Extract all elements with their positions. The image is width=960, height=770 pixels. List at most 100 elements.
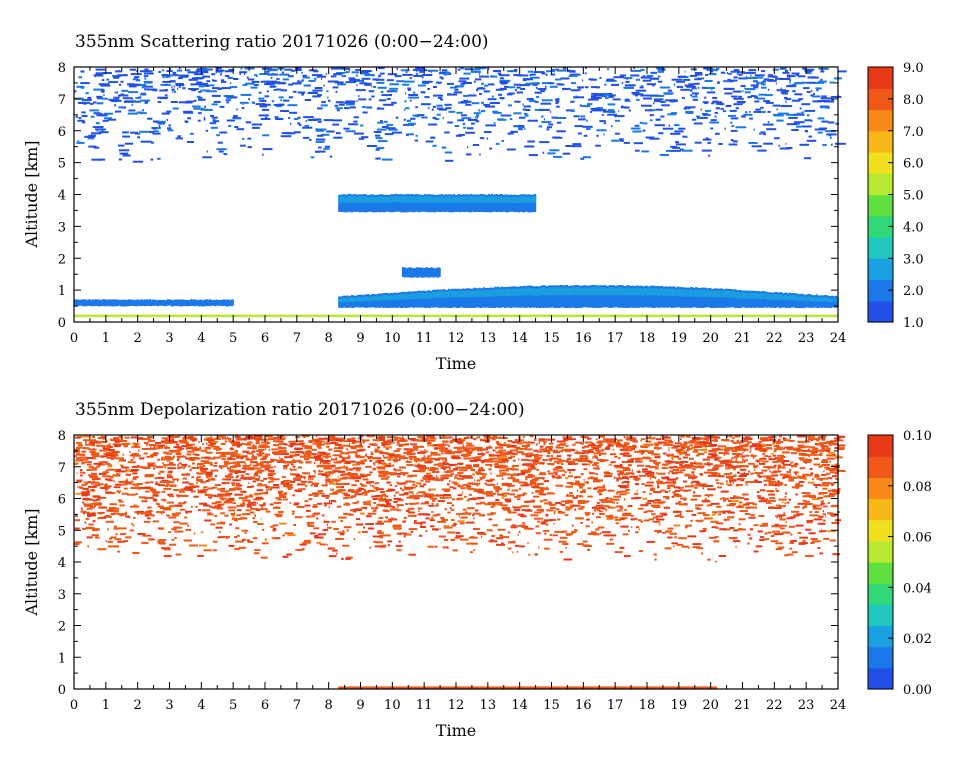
data-cell — [409, 294, 412, 300]
data-cell — [150, 446, 152, 448]
data-cell — [491, 289, 494, 297]
data-cell — [776, 108, 778, 111]
data-cell — [314, 77, 317, 80]
data-cell — [177, 455, 187, 458]
data-cell — [638, 528, 640, 531]
data-cell — [497, 493, 504, 496]
data-cell — [444, 194, 448, 213]
data-cell — [792, 84, 797, 86]
data-cell — [650, 287, 653, 296]
data-cell — [772, 530, 780, 533]
data-cell — [786, 74, 791, 77]
data-cell — [438, 289, 441, 308]
data-cell — [573, 96, 585, 99]
data-cell — [179, 522, 188, 525]
data-cell — [437, 464, 445, 467]
data-cell — [366, 145, 377, 147]
data-cell — [659, 287, 662, 296]
data-cell — [251, 123, 263, 126]
data-cell — [782, 293, 785, 308]
data-cell — [460, 194, 463, 212]
data-cell — [445, 107, 452, 110]
data-cell — [775, 292, 779, 308]
data-cell — [584, 86, 589, 89]
data-cell — [305, 450, 312, 453]
data-cell — [790, 540, 797, 542]
data-cell — [441, 146, 447, 149]
data-cell — [405, 460, 412, 463]
data-cell — [89, 506, 95, 509]
data-cell — [704, 289, 707, 297]
data-cell — [344, 194, 347, 213]
data-cell — [172, 71, 177, 74]
data-cell — [312, 442, 321, 445]
data-cell — [694, 287, 697, 308]
data-cell — [307, 91, 319, 94]
data-cell — [519, 545, 525, 548]
data-cell — [496, 474, 504, 477]
data-cell — [407, 87, 411, 90]
data-cell — [100, 84, 111, 87]
data-cell — [188, 437, 198, 440]
data-cell — [279, 495, 281, 498]
data-cell — [594, 287, 597, 296]
data-cell — [473, 489, 483, 492]
data-cell — [129, 68, 136, 71]
data-cell — [588, 285, 591, 308]
data-cell — [217, 302, 220, 304]
data-cell — [409, 292, 412, 308]
data-cell — [611, 139, 620, 142]
data-cell — [690, 498, 698, 501]
data-cell — [173, 74, 179, 77]
data-cell — [639, 285, 642, 308]
data-cell — [251, 80, 260, 83]
data-cell — [634, 288, 637, 296]
data-cell — [489, 289, 492, 297]
data-cell — [523, 105, 531, 108]
data-cell — [611, 125, 613, 128]
data-cell — [193, 446, 198, 449]
data-cell — [346, 297, 349, 302]
data-cell — [276, 82, 287, 85]
data-cell — [438, 535, 446, 538]
data-cell — [437, 81, 441, 84]
data-cell — [631, 285, 634, 308]
data-cell — [234, 536, 238, 538]
data-cell — [480, 439, 485, 442]
data-cell — [510, 130, 518, 133]
data-cell — [795, 73, 799, 76]
data-cell — [155, 483, 160, 486]
data-cell — [100, 487, 109, 489]
data-cell — [826, 133, 837, 136]
data-cell — [636, 98, 640, 101]
data-cell — [502, 494, 507, 497]
data-cell — [476, 114, 480, 117]
data-cell — [778, 440, 784, 443]
data-cell — [299, 455, 309, 458]
data-cell — [334, 104, 339, 107]
data-cell — [392, 506, 396, 509]
data-cell — [731, 125, 735, 127]
data-cell — [527, 196, 530, 203]
data-cell — [510, 468, 519, 471]
data-cell — [414, 268, 417, 278]
data-cell — [630, 69, 642, 72]
data-cell — [535, 288, 538, 296]
data-cell — [323, 520, 330, 523]
data-cell — [201, 302, 204, 305]
data-cell — [373, 131, 382, 133]
data-cell — [254, 549, 261, 552]
data-cell — [798, 296, 801, 302]
data-cell — [666, 454, 674, 456]
data-cell — [725, 288, 728, 308]
data-cell — [457, 68, 461, 71]
data-cell — [187, 71, 198, 74]
data-cell — [279, 495, 285, 498]
data-cell — [127, 91, 138, 94]
data-cell — [91, 472, 93, 475]
data-cell — [710, 471, 718, 474]
data-cell — [721, 288, 724, 308]
data-cell — [110, 510, 119, 513]
data-cell — [83, 447, 90, 450]
data-cell — [428, 292, 432, 299]
